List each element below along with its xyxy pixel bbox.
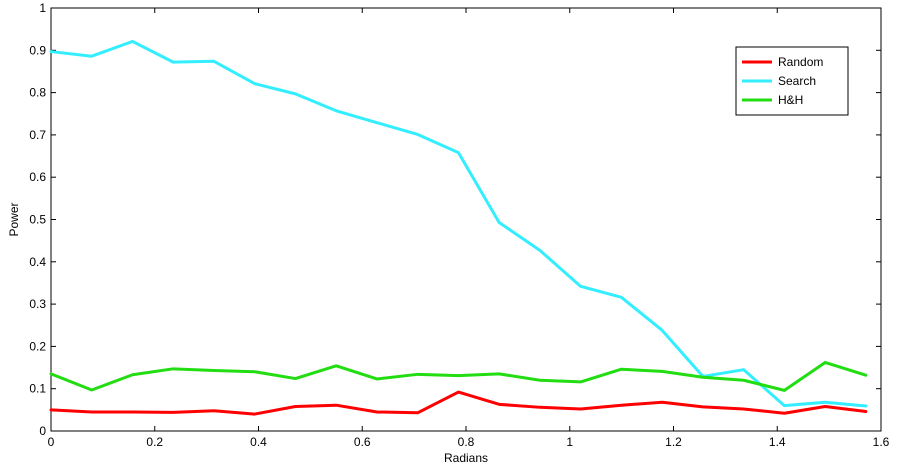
y-tick-label: 0.2 <box>29 339 46 353</box>
y-tick-label: 0.1 <box>29 382 46 396</box>
y-axis-label: Power <box>7 202 21 236</box>
series-line-h-h <box>49 360 868 392</box>
y-tick-label: 0 <box>39 424 46 438</box>
y-tick-label: 1 <box>39 1 46 15</box>
y-tick-label: 0.9 <box>29 43 46 57</box>
y-tick-label: 0.4 <box>29 255 46 269</box>
x-tick-label: 1 <box>566 435 573 449</box>
y-tick-label: 0.6 <box>29 170 46 184</box>
series-line-random <box>49 390 868 416</box>
x-tick-label: 0.4 <box>250 435 267 449</box>
x-tick-label: 1.6 <box>873 435 890 449</box>
y-tick-label: 0.7 <box>29 128 46 142</box>
series-line-search <box>49 39 868 408</box>
y-tick-label: 0.3 <box>29 297 46 311</box>
x-tick-label: 0.6 <box>354 435 371 449</box>
legend-label-random: Random <box>778 55 823 69</box>
legend-label-h-h: H&H <box>778 93 803 107</box>
x-axis-label: Radians <box>444 451 488 465</box>
axis-ticks: 0 0.2 0.4 0.6 0.8 1 1.2 1.4 1.6 0 0.1 0.2 0.3 0.4 0.5 0… <box>29 1 889 449</box>
x-tick-label: 0.2 <box>146 435 163 449</box>
legend-label-search: Search <box>778 74 816 88</box>
y-tick-label: 0.8 <box>29 86 46 100</box>
y-tick-label: 0.5 <box>29 213 46 227</box>
x-tick-label: 1.2 <box>665 435 682 449</box>
x-tick-label: 0 <box>48 435 55 449</box>
x-tick-label: 1.4 <box>769 435 786 449</box>
x-tick-label: 0.8 <box>458 435 475 449</box>
series-lines <box>49 39 868 416</box>
legend: Random Search H&H <box>735 46 849 116</box>
